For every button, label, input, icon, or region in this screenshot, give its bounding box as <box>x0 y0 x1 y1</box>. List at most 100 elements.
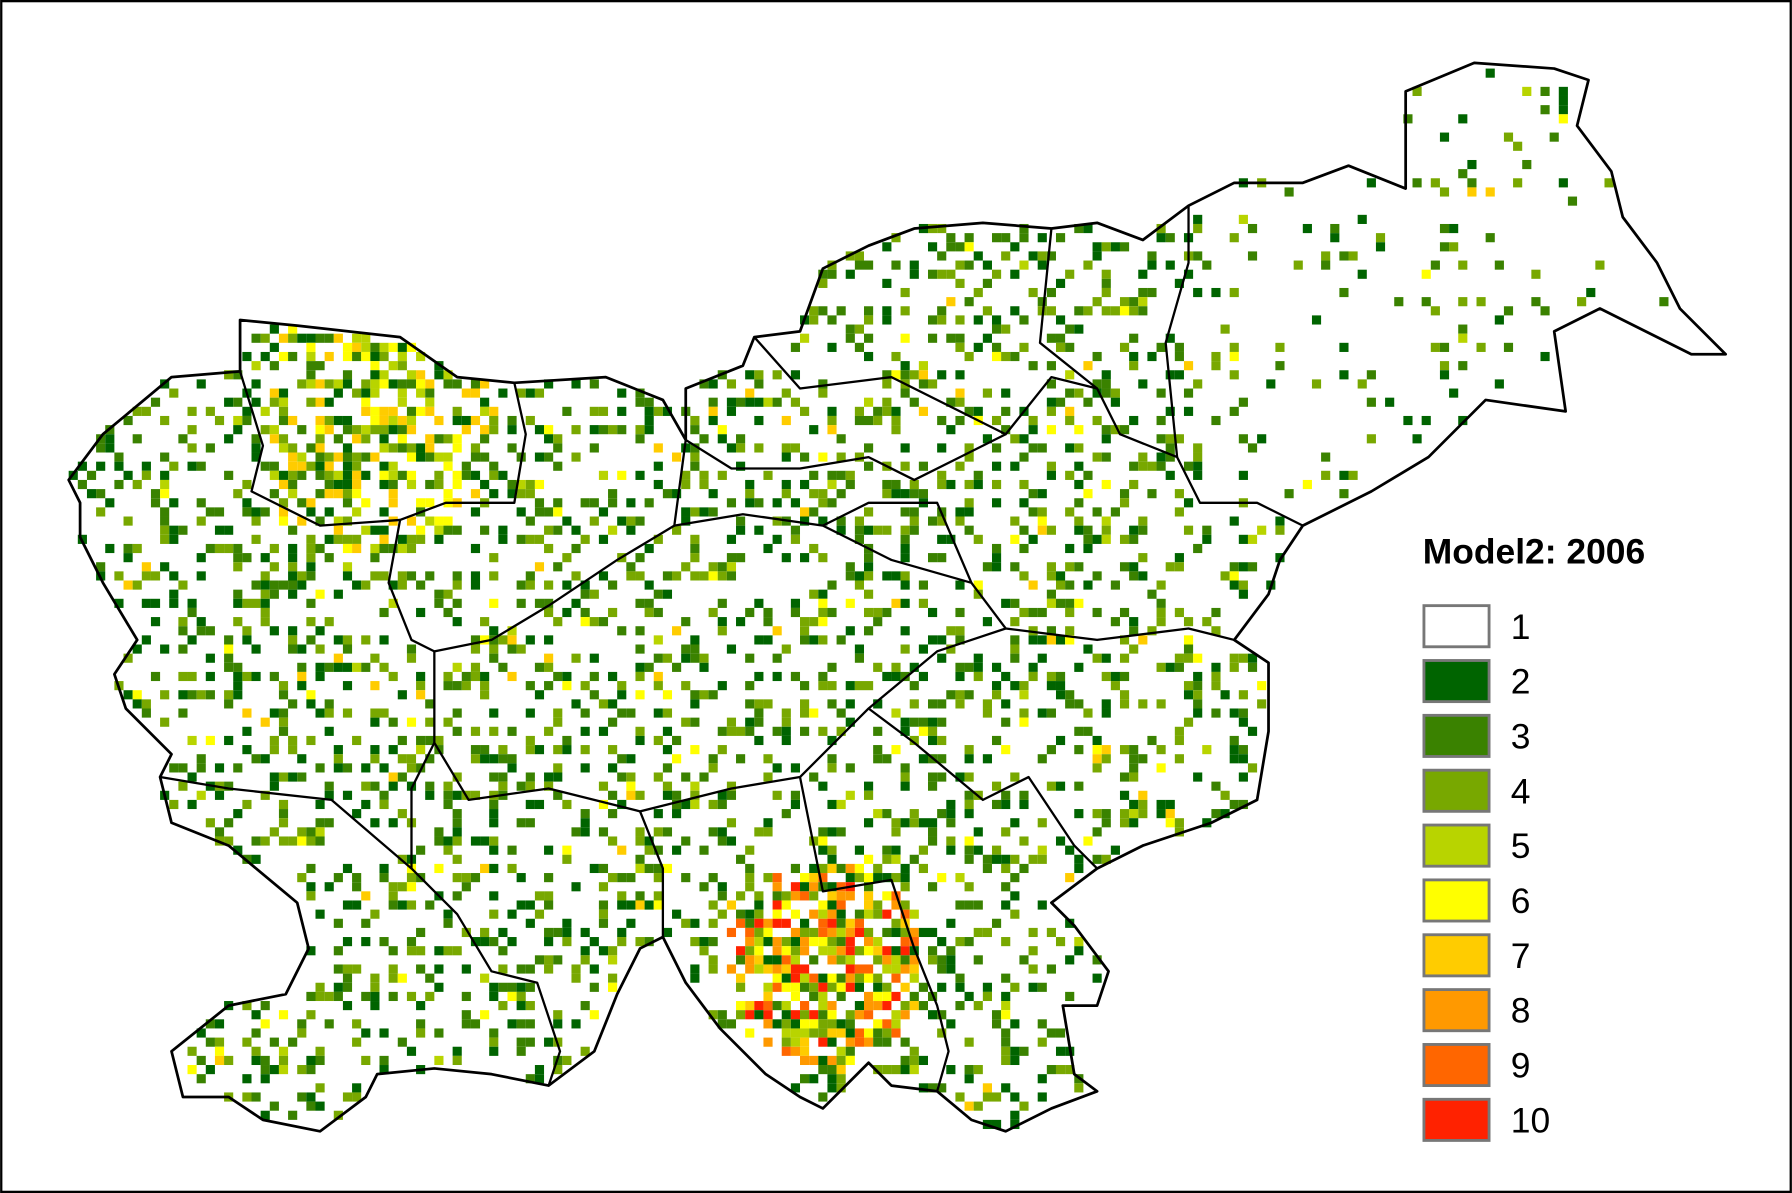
map-cell <box>854 1010 865 1020</box>
map-cell <box>361 763 371 773</box>
map-cell <box>123 415 133 426</box>
map-cell <box>927 1083 938 1093</box>
map-cell <box>946 1019 956 1029</box>
map-cell <box>864 333 874 343</box>
map-cell <box>864 937 874 947</box>
map-cell <box>937 553 947 563</box>
map-cell <box>635 571 645 581</box>
map-cell <box>809 982 819 992</box>
map-cell <box>260 1065 270 1075</box>
map-cell <box>1156 763 1166 773</box>
map-cell <box>598 882 609 892</box>
map-cell <box>937 635 947 645</box>
map-cell <box>242 1092 252 1102</box>
map-cell <box>891 489 901 499</box>
map-cell <box>800 964 810 974</box>
map-cell <box>918 671 928 682</box>
map-cell <box>736 617 746 627</box>
map-cell <box>196 763 206 773</box>
map-cell <box>324 553 334 563</box>
region-border <box>1005 627 1235 642</box>
map-cell <box>534 498 545 508</box>
map-cell <box>498 946 508 956</box>
map-cell <box>818 1028 828 1038</box>
map-cell <box>763 1019 773 1029</box>
map-cell <box>827 415 837 426</box>
map-cell <box>1001 991 1011 1002</box>
map-cell <box>1028 607 1038 618</box>
map-cell <box>269 470 279 480</box>
map-cell <box>1558 105 1568 115</box>
map-cell <box>964 1074 974 1084</box>
map-cell <box>1065 607 1075 618</box>
map-cell <box>781 1019 791 1029</box>
legend-swatch <box>1422 659 1491 704</box>
map-cell <box>653 607 663 618</box>
map-cell <box>800 708 810 718</box>
map-cell <box>297 873 307 883</box>
map-cell <box>342 900 353 910</box>
map-cell <box>1092 251 1102 261</box>
map-cell <box>1375 242 1386 252</box>
map-cell <box>745 681 755 691</box>
map-cell <box>260 406 270 416</box>
map-cell <box>178 671 188 682</box>
map-cell <box>1183 681 1194 691</box>
map-cell <box>1119 671 1130 682</box>
map-cell <box>233 397 243 407</box>
map-cell <box>544 425 554 435</box>
map-cell <box>242 553 252 563</box>
map-cell <box>425 571 435 581</box>
map-cell <box>800 882 810 892</box>
map-cell <box>854 251 865 261</box>
map-cell <box>178 690 188 700</box>
map-cell <box>242 1037 252 1047</box>
map-cell <box>278 708 289 718</box>
map-cell <box>690 461 700 471</box>
map-cell <box>114 452 124 462</box>
map-cell <box>1110 306 1120 316</box>
map-cell <box>461 415 471 426</box>
map-cell <box>818 1010 828 1020</box>
map-cell <box>406 516 417 526</box>
map-cell <box>927 781 938 791</box>
map-cell <box>1439 342 1450 352</box>
map-cell <box>1357 214 1367 224</box>
map-cell <box>525 534 535 544</box>
map-cell <box>507 845 517 855</box>
map-cell <box>388 379 398 389</box>
map-cell <box>342 562 353 572</box>
map-cell <box>1028 443 1038 453</box>
map-cell <box>1257 699 1267 709</box>
map-cell <box>955 626 965 636</box>
map-cell <box>672 790 682 800</box>
map-cell <box>1028 671 1038 682</box>
map-cell <box>818 617 828 627</box>
map-cell <box>269 626 279 636</box>
map-cell <box>973 955 983 965</box>
map-cell <box>927 1010 938 1020</box>
map-cell <box>388 964 398 974</box>
map-cell <box>1092 351 1102 362</box>
map-cell <box>918 379 928 389</box>
map-cell <box>434 1028 444 1038</box>
map-cell <box>882 489 892 499</box>
map-cell <box>598 827 609 837</box>
map-cell <box>598 909 609 919</box>
map-cell <box>736 525 746 535</box>
map-cell <box>1074 781 1084 791</box>
map-cell <box>507 909 517 919</box>
map-cell <box>315 379 325 389</box>
map-cell <box>1211 662 1221 672</box>
map-cell <box>562 937 572 947</box>
map-cell <box>1156 699 1166 709</box>
map-cell <box>306 562 316 572</box>
map-cell <box>1037 653 1047 663</box>
map-cell <box>781 918 791 928</box>
map-cell <box>425 388 435 398</box>
map-cell <box>150 598 161 608</box>
map-cell <box>617 900 627 910</box>
map-cell <box>306 635 316 645</box>
map-cell <box>927 717 938 727</box>
map-cell <box>900 1037 910 1047</box>
